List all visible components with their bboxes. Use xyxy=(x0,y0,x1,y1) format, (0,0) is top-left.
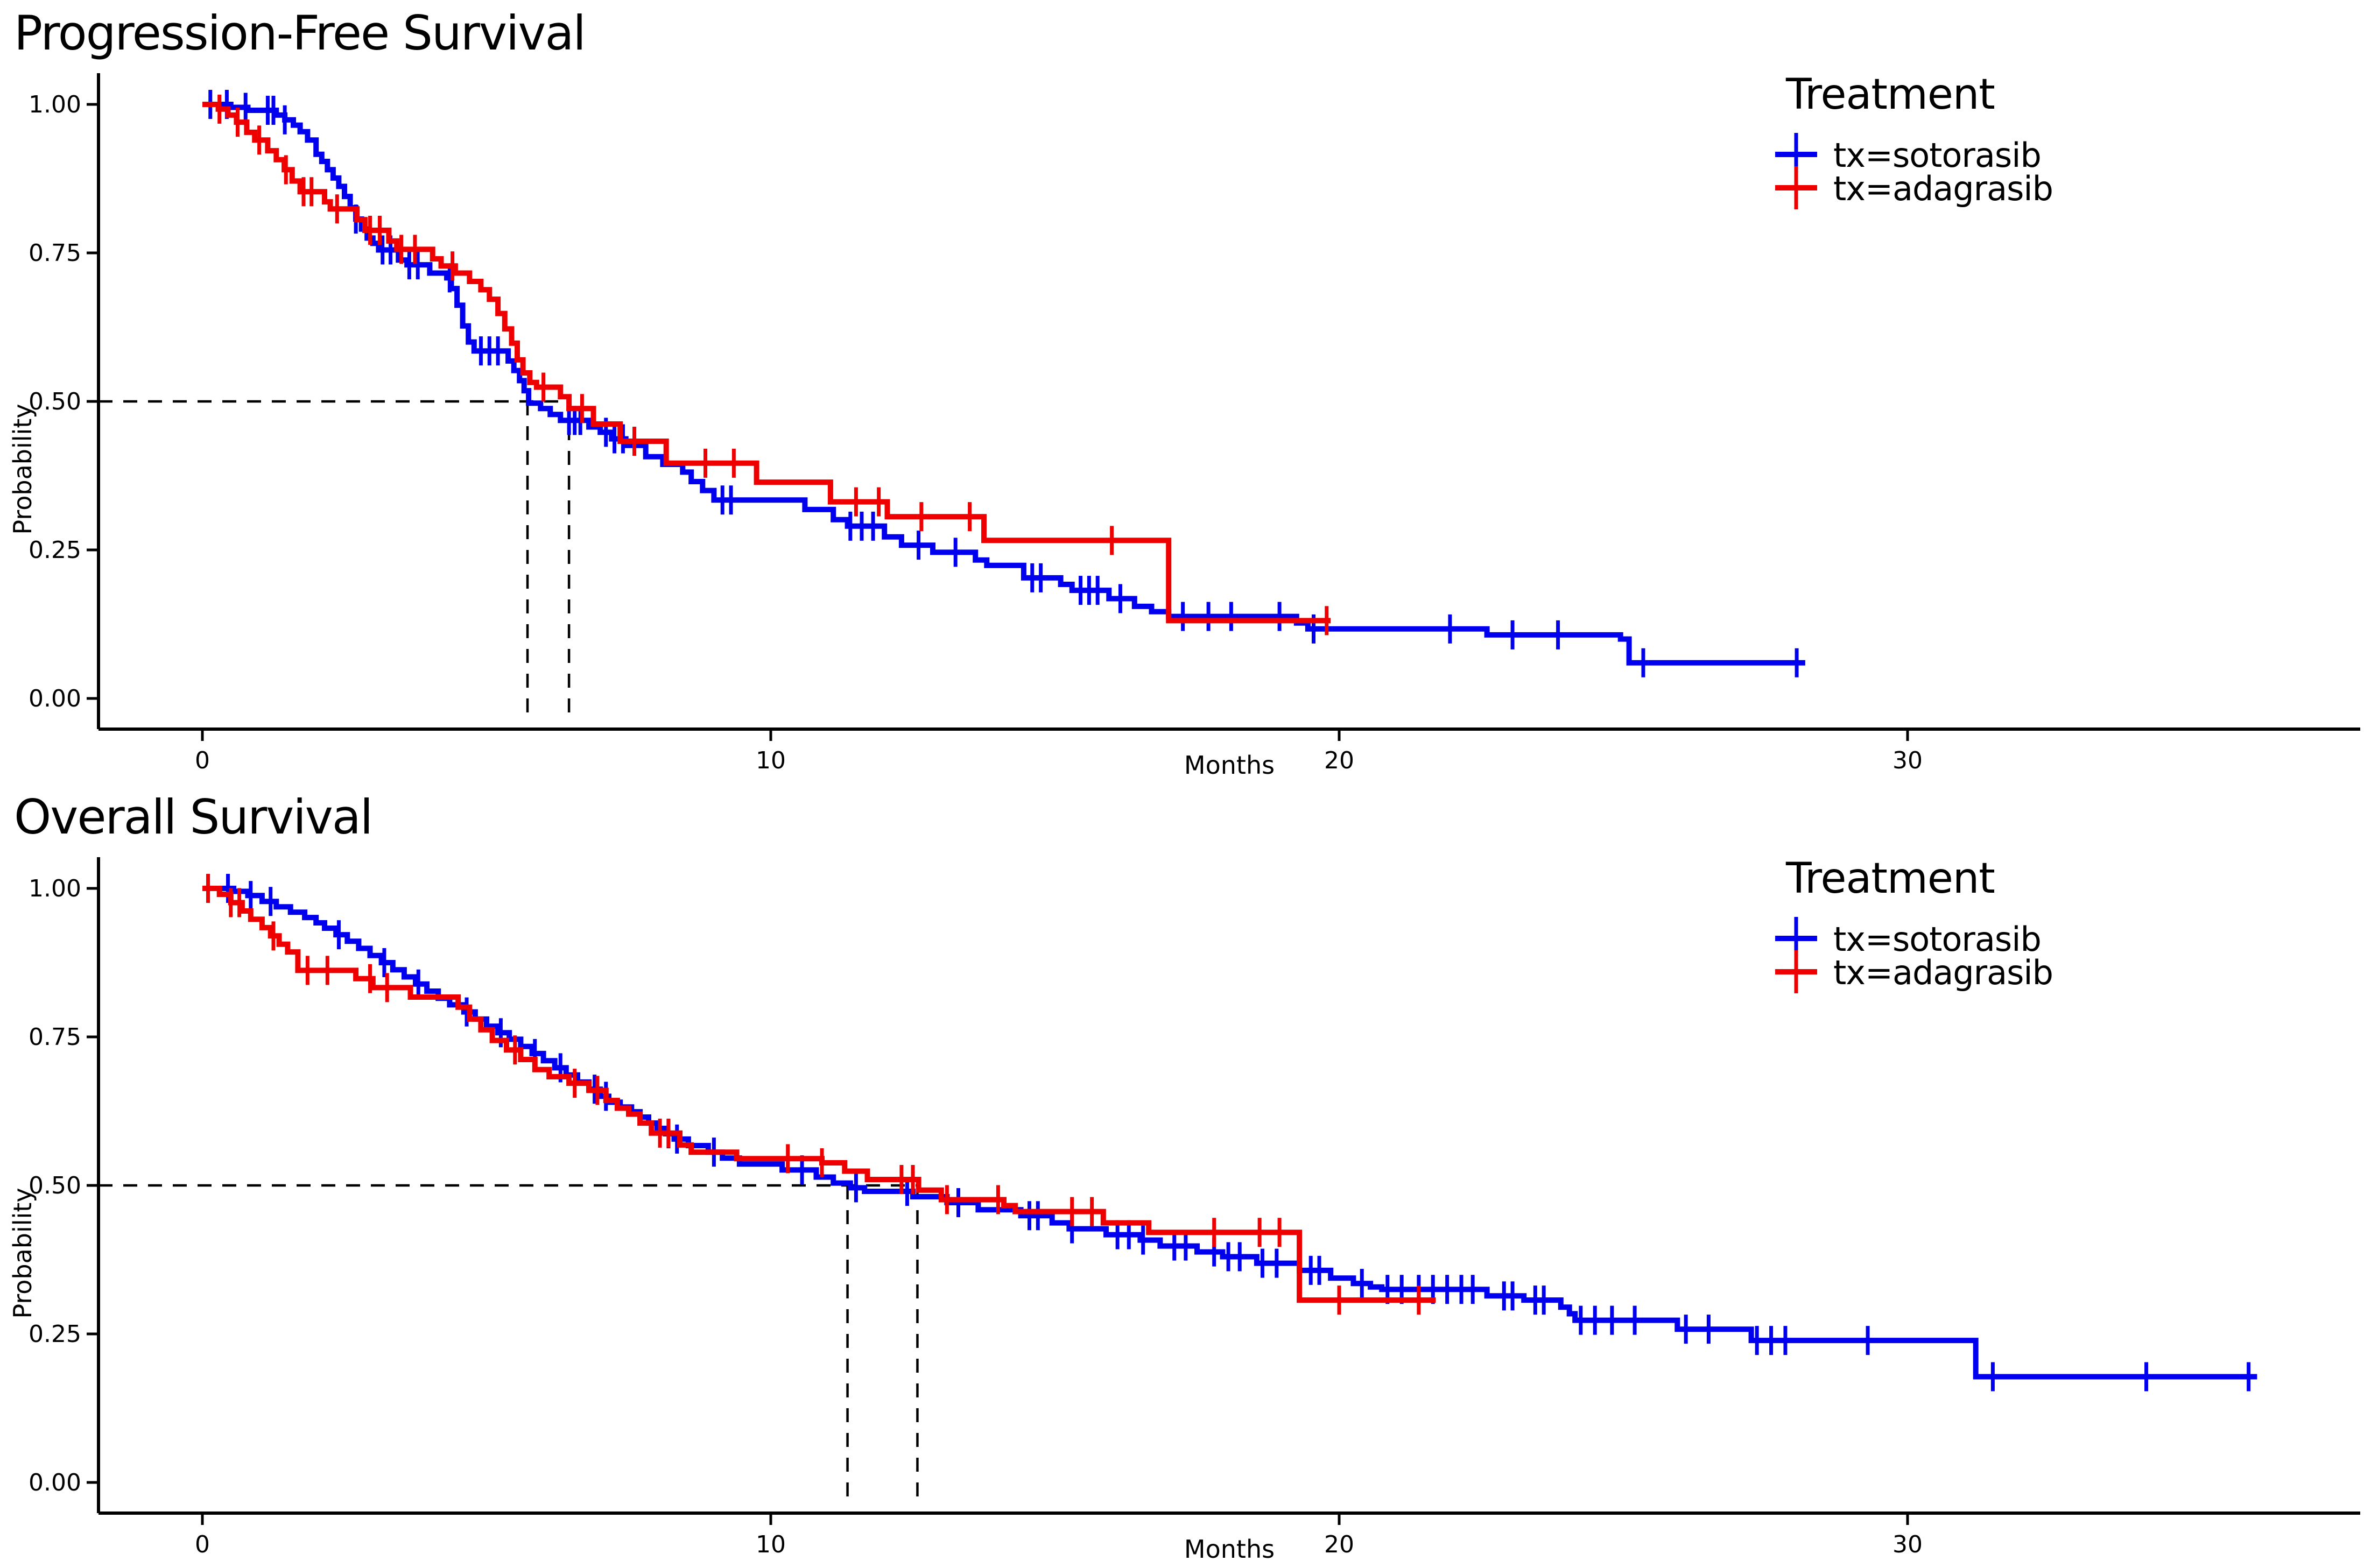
y-tick-label: 0.50 xyxy=(29,1172,81,1199)
survival-curve-adagrasib xyxy=(202,94,1331,635)
pfs-plot-area: 0.00 0.25 0.50 0.75 1.00 0 10 20 30 xyxy=(29,73,2360,774)
x-tick-label: 20 xyxy=(1324,1531,1354,1558)
tick-marks-and-labels: 0.00 0.25 0.50 0.75 1.00 0 10 20 30 xyxy=(29,875,1923,1558)
x-tick-label: 10 xyxy=(756,1531,786,1558)
y-tick-label: 0.00 xyxy=(29,685,81,712)
censor-ticks xyxy=(206,874,1421,1315)
x-tick-label: 30 xyxy=(1892,747,1923,774)
y-tick-label: 0.75 xyxy=(29,239,81,267)
os-panel: 0.00 0.25 0.50 0.75 1.00 0 10 20 30 Overall Surv… xyxy=(8,789,2360,1564)
x-tick-label: 0 xyxy=(195,747,210,774)
censor-ticks xyxy=(217,94,1329,635)
km-step-path xyxy=(202,886,1436,1303)
y-tick-label: 1.00 xyxy=(29,875,81,902)
y-tick-label: 0.25 xyxy=(29,1320,81,1348)
pfs-legend: Treatment tx=sotorasib tx=adagrasib xyxy=(1775,70,2053,209)
median-guides xyxy=(99,400,571,720)
km-step-path xyxy=(202,102,1331,624)
legend-label-adagrasib: tx=adagrasib xyxy=(1833,169,2053,208)
median-guides xyxy=(99,1184,919,1504)
os-y-axis-title: Probability xyxy=(8,1188,37,1318)
os-x-axis-title: Months xyxy=(1184,1535,1275,1564)
pfs-panel: 0.00 0.25 0.50 0.75 1.00 0 10 20 30 Progression-… xyxy=(8,5,2360,780)
survival-curve-sotorasib xyxy=(202,90,1805,677)
km-step-path xyxy=(202,102,1805,666)
x-tick-label: 10 xyxy=(756,747,786,774)
y-tick-label: 0.00 xyxy=(29,1469,81,1496)
y-tick-label: 0.50 xyxy=(29,388,81,415)
tick-marks-and-labels: 0.00 0.25 0.50 0.75 1.00 0 10 20 30 xyxy=(29,91,1923,774)
legend-label-adagrasib: tx=adagrasib xyxy=(1833,953,2053,992)
os-panel-title: Overall Survival xyxy=(14,789,372,845)
legend-title: Treatment xyxy=(1785,854,1995,903)
y-tick-label: 1.00 xyxy=(29,91,81,118)
legend-label-sotorasib: tx=sotorasib xyxy=(1833,136,2041,175)
pfs-panel-title: Progression-Free Survival xyxy=(14,5,585,61)
legend-title: Treatment xyxy=(1785,70,1995,119)
legend-label-sotorasib: tx=sotorasib xyxy=(1833,920,2041,959)
x-tick-label: 0 xyxy=(195,1531,210,1558)
legend-keys xyxy=(1775,917,1817,993)
os-plot-area: 0.00 0.25 0.50 0.75 1.00 0 10 20 30 xyxy=(29,857,2360,1558)
survival-curve-adagrasib xyxy=(202,874,1436,1315)
pfs-y-axis-title: Probability xyxy=(8,404,37,534)
y-tick-label: 0.25 xyxy=(29,536,81,564)
y-tick-label: 0.75 xyxy=(29,1023,81,1051)
pfs-x-axis-title: Months xyxy=(1184,751,1275,780)
x-tick-label: 20 xyxy=(1324,747,1354,774)
os-legend: Treatment tx=sotorasib tx=adagrasib xyxy=(1775,854,2053,993)
legend-keys xyxy=(1775,133,1817,209)
x-tick-label: 30 xyxy=(1892,1531,1923,1558)
censor-ticks xyxy=(208,90,1799,677)
